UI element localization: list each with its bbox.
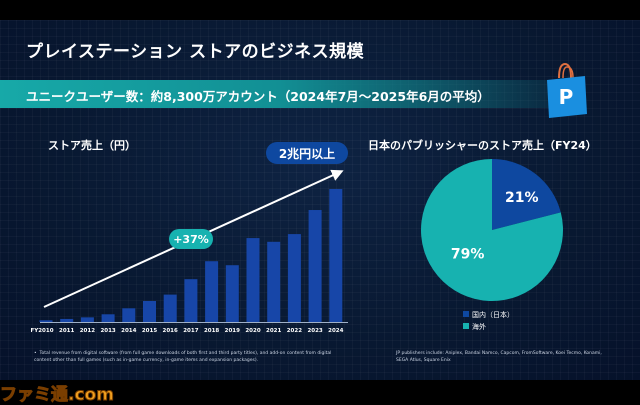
pie-slice-1 [421,159,563,301]
bar-2017 [184,279,198,322]
bar-2024 [329,189,343,322]
x-tick-label: 2023 [307,328,322,334]
bar-2021 [267,241,281,322]
growth-badge [169,229,213,249]
bar-2013 [101,314,115,322]
playstation-store-bag-icon: P [547,62,587,118]
top-label: 2兆円以上 [279,146,335,161]
x-tick-label: 2024 [328,328,343,334]
bar-chart-title: ストア売上（円） [48,139,136,152]
watermark-logo: ファミ通.com [0,385,114,405]
bar-2014 [122,308,136,322]
x-tick-label: 2015 [142,328,157,334]
growth-label: +37% [173,233,209,246]
bar-2016 [163,294,177,322]
footnote-left: • Total revenue from digital software (f… [34,351,332,363]
bar-FY2010 [39,320,53,322]
bar-2020 [246,238,260,322]
bar-2018 [205,261,219,322]
x-tick-label: 2018 [204,328,219,334]
legend-label: 海外 [472,322,486,331]
top-badge [266,142,348,164]
pie-chart-title: 日本のパブリッシャーのストア売上（FY24） [368,139,597,152]
pie-label: 79% [451,247,485,263]
page-title: プレイステーション ストアのビジネス規模 [26,42,365,62]
svg-text:P: P [559,85,574,109]
x-tick-label: 2019 [225,328,240,334]
x-tick-label: 2021 [266,328,281,334]
bar-2019 [225,265,239,322]
bar-2012 [80,317,94,322]
x-tick-label: 2012 [80,328,95,334]
bar-2022 [287,234,301,322]
banner-text: ユニークユーザー数：約8,300万アカウント（2024年7月～2025年6月の平… [26,89,490,104]
legend-swatch [463,323,469,329]
x-tick-label: 2020 [245,328,260,334]
pie-slice-0 [492,159,561,230]
bar-2011 [60,318,74,322]
x-tick-label: 2014 [121,328,136,334]
bar-2015 [143,300,156,322]
x-tick-label: 2017 [183,328,198,334]
x-tick-label: FY2010 [30,328,53,334]
footnote-right: JP publishers include: Aniplex, Bandai N… [396,351,602,363]
x-tick-label: 2011 [59,328,74,334]
footnote-left-text: Total revenue from digital software (fro… [34,351,332,363]
unique-users-banner: ユニークユーザー数：約8,300万アカウント（2024年7月～2025年6月の平… [0,80,560,108]
legend-label: 国内（日本） [472,310,514,319]
bar-2023 [308,210,322,322]
x-tick-label: 2022 [287,328,302,334]
x-tick-label: 2013 [100,328,115,334]
legend-swatch [463,311,469,317]
x-tick-label: 2016 [163,328,178,334]
pie-label: 21% [505,190,539,206]
